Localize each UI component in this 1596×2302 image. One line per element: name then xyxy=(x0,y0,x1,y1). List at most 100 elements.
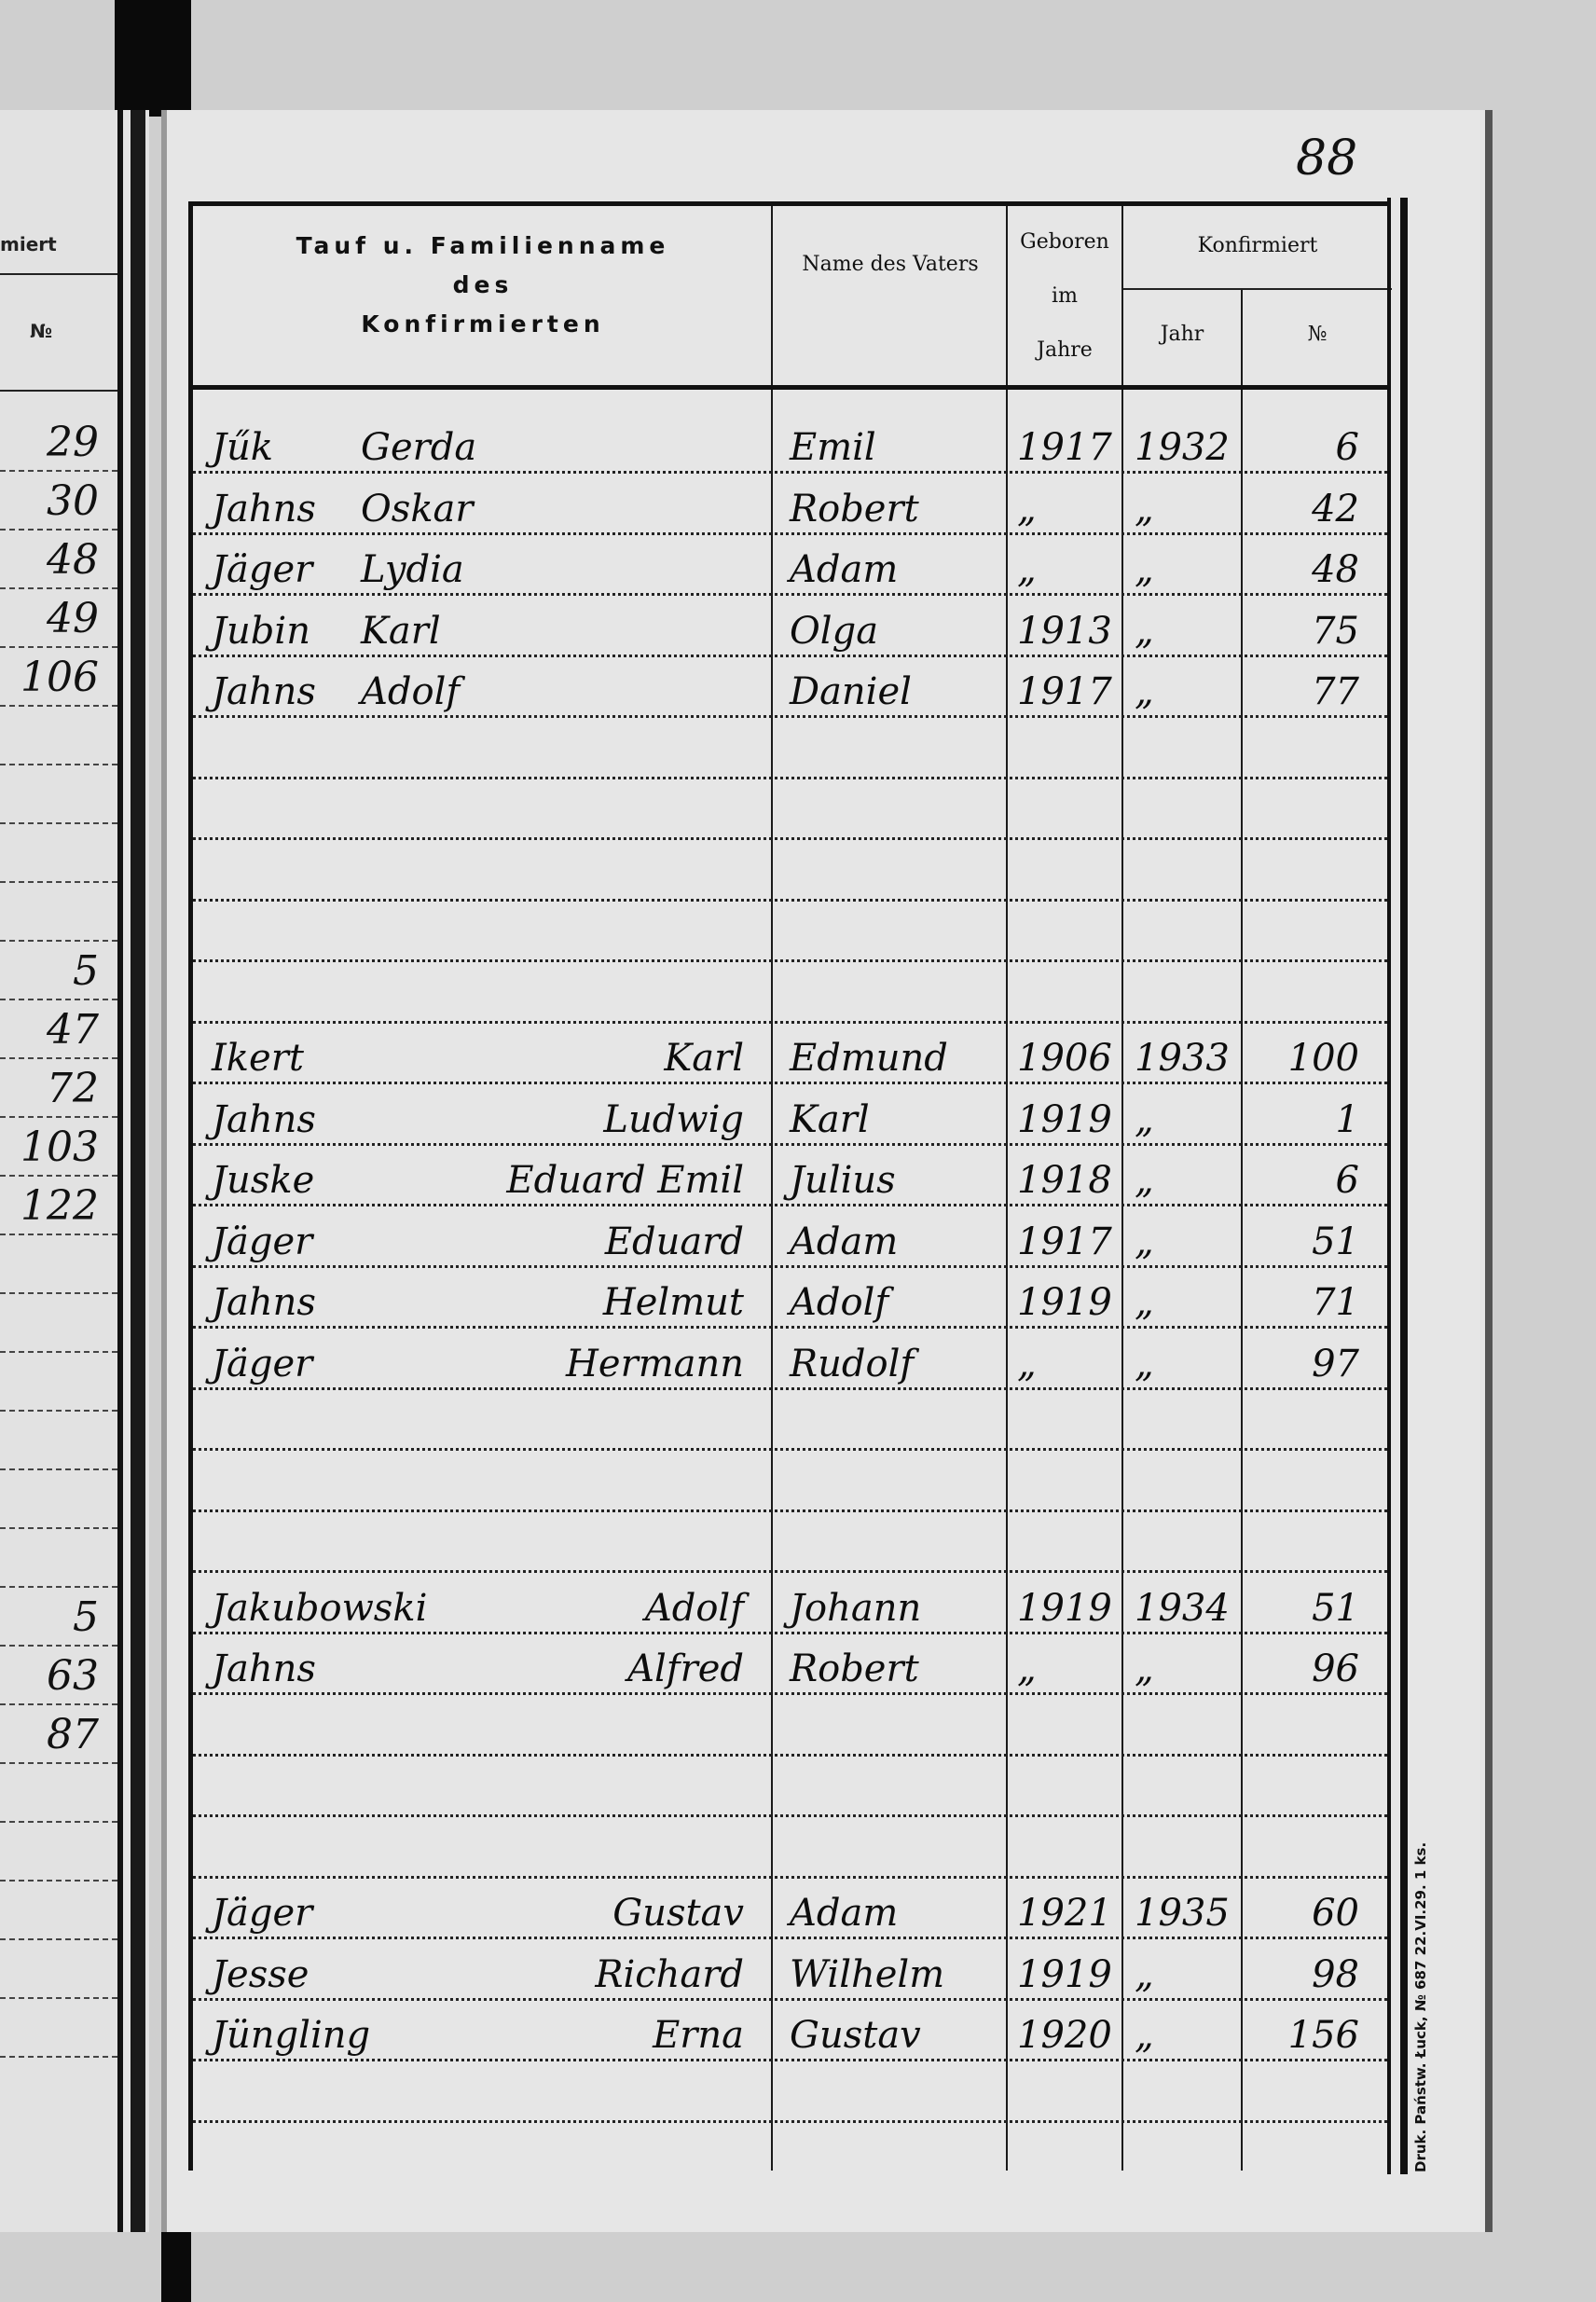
page-edge xyxy=(117,110,123,2232)
given-name-cell: Ludwig xyxy=(603,1097,744,1141)
table-row xyxy=(193,1695,1387,1757)
left-page-row xyxy=(0,822,117,883)
surname-cell: Jűk xyxy=(212,426,274,469)
left-page-row xyxy=(0,764,117,824)
table-row: Jahns Oskar Robert „ „ 42 xyxy=(193,474,1387,535)
given-name-cell: Gerda xyxy=(361,426,477,469)
table-row: Jűk Gerda Emil 1917 1932 6 xyxy=(193,390,1387,474)
confirmation-year-cell: „ xyxy=(1135,1097,1154,1141)
table-row: Jakubowski Adolf Johann 1919 1934 51 xyxy=(193,1573,1387,1634)
confirmation-number-cell: 51 xyxy=(1312,1220,1359,1263)
left-page-number: 122 xyxy=(21,1182,99,1230)
table-row: Jahns Helmut Adolf 1919 „ 71 xyxy=(193,1268,1387,1329)
birth-year-cell: 1918 xyxy=(1017,1159,1112,1202)
birth-year-cell: „ xyxy=(1017,548,1037,591)
table-row xyxy=(193,1512,1387,1573)
left-page-number: 48 xyxy=(47,536,99,584)
table-row: Ikert Karl Edmund 1906 1933 100 xyxy=(193,1024,1387,1084)
header-father: Name des Vaters xyxy=(802,253,979,276)
table-row xyxy=(193,2061,1387,2123)
confirmation-number-cell: 98 xyxy=(1312,1952,1359,1996)
header-rule xyxy=(193,385,1387,390)
page-number: 88 xyxy=(1296,131,1358,186)
left-page-number: 103 xyxy=(21,1123,99,1171)
table-row: Jahns Adolf Daniel 1917 „ 77 xyxy=(193,657,1387,718)
birth-year-cell: 1919 xyxy=(1017,1952,1112,1996)
given-name-cell: Erna xyxy=(653,2014,744,2057)
table-row: Jäger Gustav Adam 1921 1935 60 xyxy=(193,1879,1387,1939)
birth-year-cell: „ xyxy=(1017,1342,1037,1385)
table-row: Jubin Karl Olga 1913 „ 75 xyxy=(193,596,1387,657)
father-name-cell: Emil xyxy=(790,426,876,469)
confirmation-year-cell: 1932 xyxy=(1135,426,1230,469)
confirmation-number-cell: 96 xyxy=(1312,1647,1359,1690)
table-row xyxy=(193,902,1387,962)
surname-cell: Juske xyxy=(212,1159,315,1202)
surname-cell: Jäger xyxy=(212,1220,313,1263)
surname-cell: Jakubowski xyxy=(212,1586,428,1630)
table-row: Jahns Ludwig Karl 1919 „ 1 xyxy=(193,1084,1387,1146)
confirmation-number-cell: 60 xyxy=(1312,1892,1359,1935)
surname-cell: Jesse xyxy=(212,1952,310,1996)
left-page-number: 87 xyxy=(47,1711,99,1758)
column-divider xyxy=(1121,206,1123,2171)
table-border xyxy=(1400,198,1408,2174)
left-header-text: miert xyxy=(0,233,57,255)
register-table: Tauf u. Familienname des Konfirmierten N… xyxy=(188,201,1392,2171)
header-name: Tauf u. Familienname des Konfirmierten xyxy=(193,206,773,385)
father-name-cell: Wilhelm xyxy=(790,1952,945,1996)
confirmation-year-cell: „ xyxy=(1135,1220,1154,1263)
left-page-number: 5 xyxy=(73,1593,99,1641)
left-page-number: 47 xyxy=(47,1006,99,1054)
header-confirmed: Konfirmiert xyxy=(1197,234,1318,257)
left-page-row xyxy=(0,1527,117,1588)
left-page-number: 30 xyxy=(47,477,99,525)
left-page-row: 47 xyxy=(0,999,117,1059)
confirmation-number-cell: 77 xyxy=(1312,670,1359,713)
confirmation-year-cell: „ xyxy=(1135,487,1154,531)
left-page-row: 5 xyxy=(0,1586,117,1647)
left-page-row xyxy=(0,1762,117,1823)
header-born-line1: Geboren xyxy=(1020,230,1109,254)
confirmation-year-cell: „ xyxy=(1135,1647,1154,1690)
father-name-cell: Karl xyxy=(790,1097,870,1141)
table-row: Jüngling Erna Gustav 1920 „ 156 xyxy=(193,2001,1387,2061)
birth-year-cell: 1906 xyxy=(1017,1037,1112,1080)
father-name-cell: Gustav xyxy=(790,2014,921,2057)
confirmation-year-cell: „ xyxy=(1135,1342,1154,1385)
given-name-cell: Eduard xyxy=(604,1220,744,1263)
surname-cell: Jahns xyxy=(212,487,316,531)
left-page-row: 30 xyxy=(0,470,117,531)
left-page-row xyxy=(0,1997,117,2058)
left-page-row: 29 xyxy=(0,393,117,472)
table-row xyxy=(193,962,1387,1024)
confirmation-number-cell: 51 xyxy=(1312,1586,1359,1630)
surname-cell: Jahns xyxy=(212,1281,316,1324)
given-name-cell: Hermann xyxy=(566,1342,744,1385)
father-name-cell: Johann xyxy=(790,1586,922,1630)
header-name-line2: des xyxy=(452,271,514,298)
given-name-cell: Richard xyxy=(595,1952,744,1996)
given-name-cell: Oskar xyxy=(361,487,474,531)
column-divider xyxy=(1241,288,1243,2171)
given-name-cell: Karl xyxy=(361,609,441,653)
confirmation-year-cell: 1933 xyxy=(1135,1037,1230,1080)
table-row xyxy=(193,840,1387,902)
header-born-line2: im xyxy=(1052,284,1078,308)
printer-imprint: Druk. Państw. Łuck, № 687 22.VI.29. 1 ks… xyxy=(1412,1841,1429,2172)
left-page-number: 5 xyxy=(73,947,99,995)
header-born-line3: Jahre xyxy=(1037,338,1093,362)
table-row: Jäger Lydia Adam „ „ 48 xyxy=(193,535,1387,596)
birth-year-cell: 1917 xyxy=(1017,1220,1112,1263)
header-name-line3: Konfirmierten xyxy=(361,310,605,338)
left-page-row: 106 xyxy=(0,646,117,707)
left-page-row: 5 xyxy=(0,940,117,1000)
table-row xyxy=(193,1817,1387,1879)
confirmation-year-cell: 1935 xyxy=(1135,1892,1230,1935)
left-page-row xyxy=(0,1234,117,1294)
surname-cell: Jahns xyxy=(212,1097,316,1141)
left-page-row: 48 xyxy=(0,529,117,589)
left-page-row xyxy=(0,1938,117,1999)
left-page: miert № 29 30 48 49 106 5 47 72 103 122 5 63 87 xyxy=(0,110,149,2232)
surname-cell: Ikert xyxy=(212,1037,304,1080)
